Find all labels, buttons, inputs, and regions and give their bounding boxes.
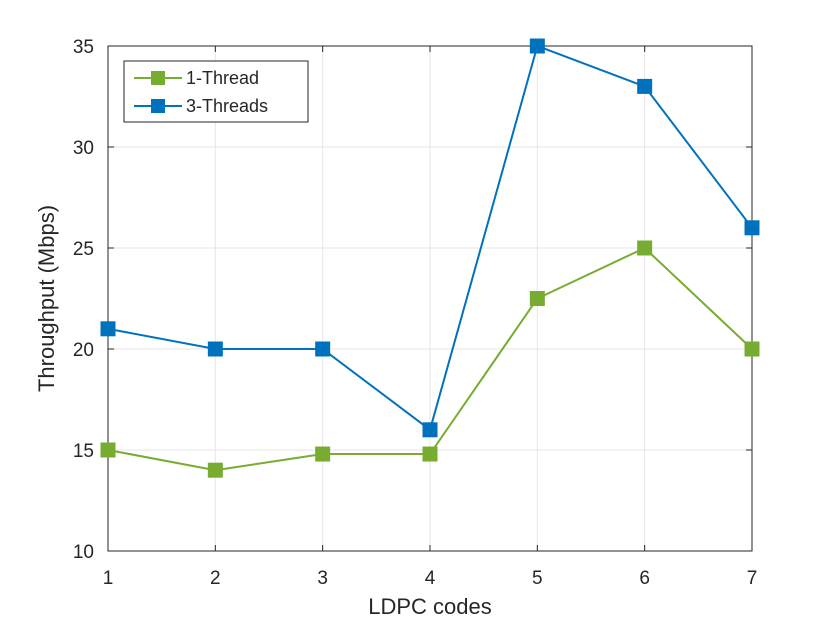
data-point	[637, 240, 653, 256]
legend-label-3-threads: 3-Threads	[186, 96, 268, 116]
data-point	[422, 422, 438, 438]
y-tick-label: 25	[73, 239, 94, 260]
legend-marker-3-threads	[151, 99, 165, 113]
x-axis-label: LDPC codes	[368, 594, 492, 619]
legend: 1-Thread 3-Threads	[123, 60, 309, 123]
legend-label-1-thread: 1-Thread	[186, 68, 259, 88]
data-point	[637, 78, 653, 94]
x-tick-label: 1	[103, 568, 114, 589]
data-point	[100, 442, 116, 458]
y-tick-label: 20	[73, 340, 94, 361]
data-point	[744, 341, 760, 357]
x-tick-label: 3	[317, 568, 328, 589]
ticks: 1 2 3 4 5 6 7 10 15 20 25 30 35	[73, 37, 757, 589]
y-tick-label: 30	[73, 138, 94, 159]
series-3-threads	[100, 38, 760, 438]
series-group	[100, 38, 760, 478]
y-tick-label: 10	[73, 542, 94, 563]
data-point	[100, 321, 116, 337]
x-tick-label: 2	[210, 568, 221, 589]
data-point	[315, 446, 331, 462]
data-point	[207, 462, 223, 478]
data-point	[744, 220, 760, 236]
y-axis-label: Throughput (Mbps)	[34, 205, 59, 392]
x-tick-label: 4	[425, 568, 436, 589]
y-tick-label: 15	[73, 441, 94, 462]
data-point	[207, 341, 223, 357]
data-point	[529, 291, 545, 306]
x-tick-label: 5	[532, 568, 543, 589]
x-tick-label: 6	[639, 568, 650, 589]
x-tick-label: 7	[747, 568, 758, 589]
data-point	[315, 341, 331, 357]
data-point	[422, 446, 438, 462]
data-point	[529, 38, 545, 54]
series-1-thread	[100, 240, 760, 478]
legend-marker-1-thread	[151, 71, 165, 85]
y-tick-label: 35	[73, 37, 94, 58]
